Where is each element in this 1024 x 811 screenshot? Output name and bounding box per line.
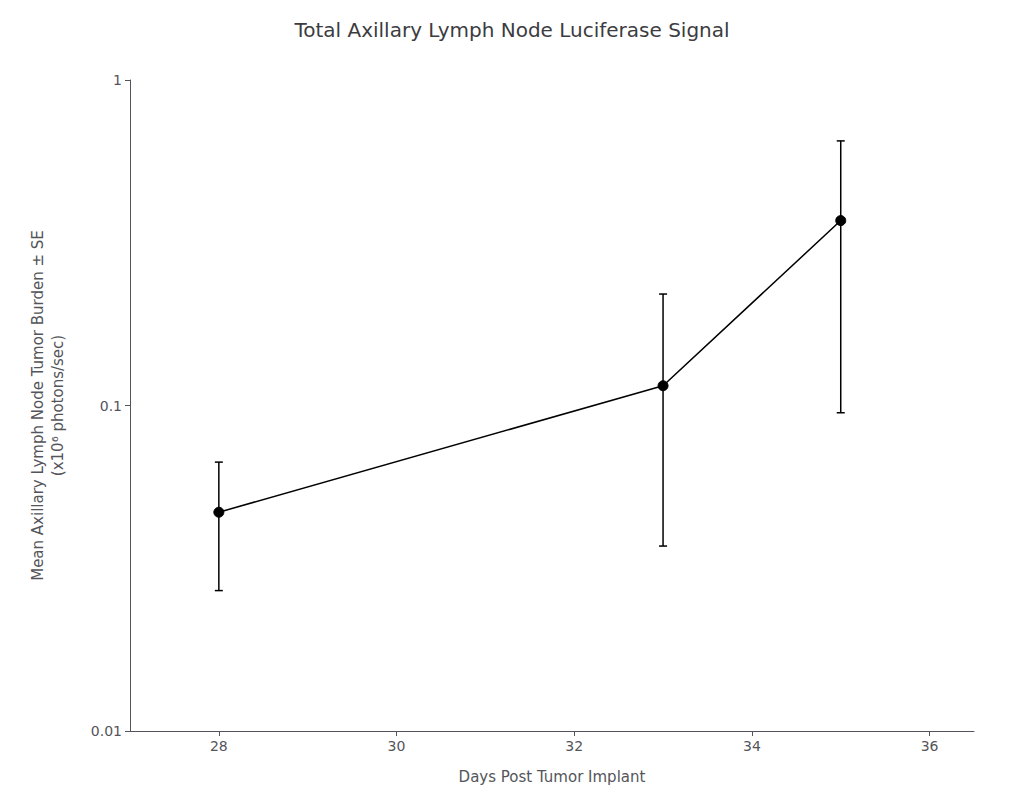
svg-text:Mean Axillary Lymph Node Tumor: Mean Axillary Lymph Node Tumor Burden ± … — [29, 230, 47, 581]
svg-text:1: 1 — [113, 72, 122, 88]
svg-text:34: 34 — [743, 738, 761, 754]
svg-text:30: 30 — [388, 738, 406, 754]
svg-text:32: 32 — [565, 738, 583, 754]
svg-text:36: 36 — [921, 738, 939, 754]
svg-text:Days Post Tumor Implant: Days Post Tumor Implant — [459, 768, 646, 786]
svg-text:Total Axillary Lymph Node Luci: Total Axillary Lymph Node Luciferase Sig… — [293, 18, 729, 42]
svg-text:28: 28 — [210, 738, 228, 754]
svg-text:(x10⁶ photons/sec): (x10⁶ photons/sec) — [49, 335, 67, 476]
svg-text:0.01: 0.01 — [91, 723, 122, 739]
svg-text:0.1: 0.1 — [100, 398, 122, 414]
